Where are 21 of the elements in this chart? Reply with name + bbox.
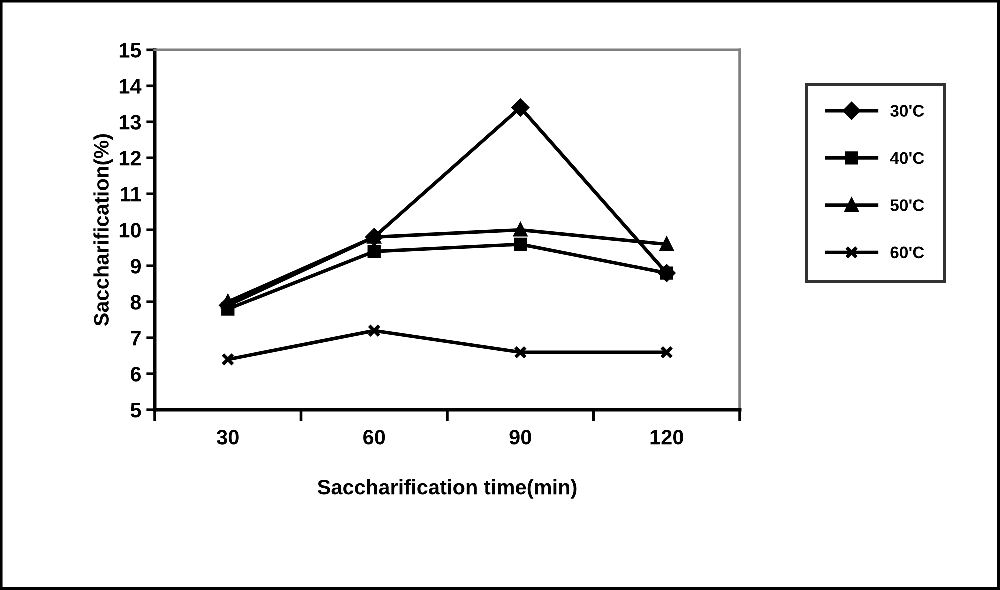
y-tick-label: 11 [121,187,142,202]
y-tick-label: 7 [131,331,141,346]
legend-label: 40'C [890,152,924,164]
legend-label: 50'C [890,200,924,212]
y-tick-label: 6 [130,367,142,382]
x-axis-title: Saccharification time(min) [318,479,577,499]
y-tick-label: 10 [120,223,141,238]
legend-label: 30'C [890,105,924,118]
y-tick-label: 12 [120,151,141,166]
x-tick-label: 90 [510,430,532,445]
y-tick-label: 9 [130,259,142,274]
y-tick-label: 5 [130,403,142,418]
y-tick-label: 14 [120,79,142,94]
x-tick-label: 60 [364,430,386,445]
legend-label: 60'C [890,246,924,259]
x-tick-label: 120 [650,430,684,445]
y-axis-title: Saccharification(%) [94,134,114,326]
y-tick-label: 8 [130,295,142,310]
y-tick-label: 13 [120,115,142,130]
y-tick-label: 15 [120,43,142,58]
x-tick-label: 30 [217,430,239,445]
